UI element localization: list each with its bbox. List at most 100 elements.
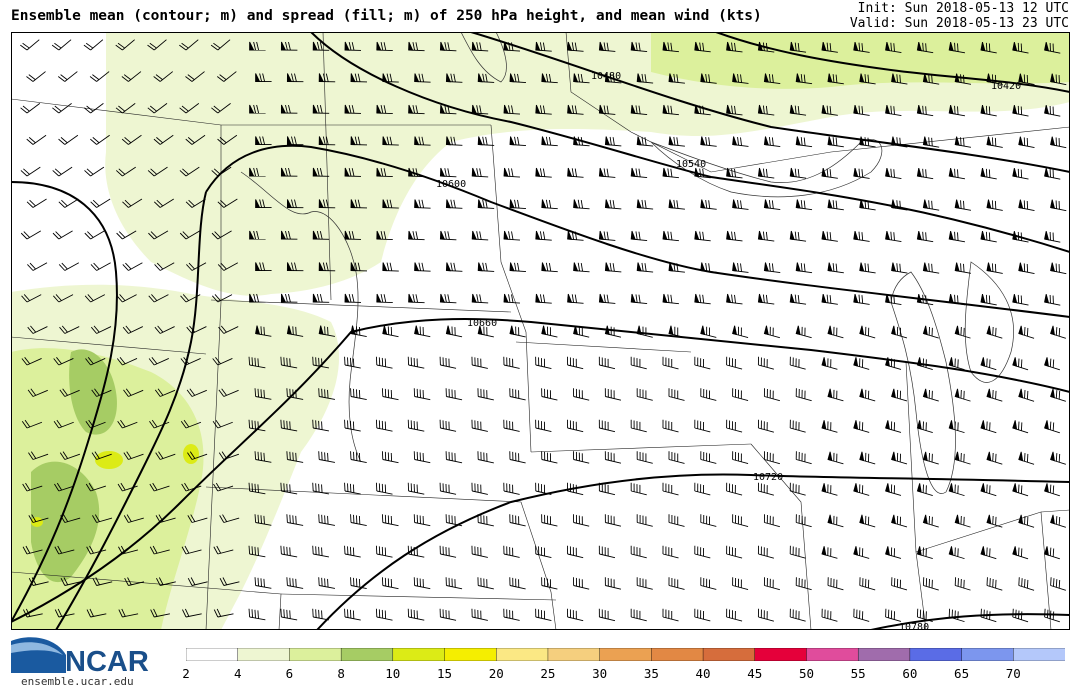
wind-barb <box>827 136 844 148</box>
wind-barb <box>789 41 807 53</box>
wind-barb <box>509 577 526 590</box>
wind-barb <box>630 230 648 242</box>
wind-barb <box>1050 262 1067 275</box>
wind-barb <box>286 73 304 83</box>
wind-barb <box>954 325 971 339</box>
wind-barb <box>757 167 775 179</box>
wind-barb <box>885 608 902 622</box>
wind-barb <box>381 388 399 401</box>
wind-barb <box>153 71 174 82</box>
wind-barb <box>1012 42 1029 54</box>
wind-barb <box>535 230 552 241</box>
wind-barb <box>948 608 965 623</box>
wind-barb <box>922 388 939 402</box>
wind-barb <box>445 577 463 590</box>
wind-barb <box>121 71 142 82</box>
wind-barb <box>821 608 838 622</box>
wind-barb <box>26 134 47 145</box>
wind-barb <box>121 134 142 145</box>
wind-barb <box>22 482 43 492</box>
colorbar-swatch-5 <box>444 648 497 661</box>
wind-barb <box>757 482 774 496</box>
colorbar-swatch-2 <box>289 648 342 661</box>
wind-barb <box>249 293 266 303</box>
spread-fill <box>11 32 1070 630</box>
wind-barb <box>503 293 520 304</box>
wind-barb <box>286 514 304 526</box>
wind-barb <box>407 608 425 621</box>
wind-barb <box>509 451 526 464</box>
wind-barb <box>509 514 526 527</box>
colorbar-label-35: 35 <box>643 666 659 681</box>
wind-barb <box>350 73 368 83</box>
wind-barb <box>218 388 239 397</box>
wind-barb <box>598 356 616 370</box>
wind-barb <box>149 545 170 555</box>
wind-barb <box>986 199 1003 211</box>
wind-barb <box>1012 357 1029 371</box>
wind-barb <box>52 166 73 177</box>
wind-barb <box>122 262 143 271</box>
wind-barb <box>350 388 367 400</box>
wind-barb <box>1044 105 1061 117</box>
colorbar-swatch-10 <box>702 648 756 661</box>
wind-barb <box>350 577 367 589</box>
border-ok-north <box>280 593 557 601</box>
wind-barb <box>59 388 80 397</box>
wind-barb <box>1018 199 1035 212</box>
wind-barb <box>668 577 685 590</box>
colorbar-swatch-8 <box>599 648 653 661</box>
wind-barb <box>954 262 972 274</box>
wind-barb <box>85 357 106 366</box>
wind-barb <box>954 136 972 148</box>
spread-fill-yellow-2 <box>183 444 199 464</box>
wind-barb <box>853 167 870 179</box>
wind-barb <box>382 136 399 146</box>
wind-barb <box>255 262 272 272</box>
wind-barb <box>1012 546 1029 560</box>
wind-barb <box>85 482 106 492</box>
colorbar-label-70: 70 <box>1005 666 1021 681</box>
wind-barb <box>859 514 876 528</box>
wind-barb <box>795 262 813 274</box>
wind-barb <box>254 388 272 400</box>
wind-barb <box>795 325 812 339</box>
wind-barb <box>382 73 399 83</box>
wind-barb <box>445 199 463 209</box>
wind-barb <box>213 608 234 618</box>
wind-barb <box>20 230 42 240</box>
wind-barb <box>700 199 717 210</box>
wind-barb <box>187 514 208 523</box>
wind-barb <box>604 451 622 464</box>
wind-barb <box>153 198 174 208</box>
wind-barb <box>916 104 934 117</box>
wind-barb <box>280 293 298 303</box>
wind-barb <box>636 262 654 273</box>
contour-10480 <box>470 32 1070 173</box>
wind-barb <box>916 420 933 433</box>
wind-barb <box>439 167 457 178</box>
colorbar-label-25: 25 <box>540 666 556 681</box>
wind-barb <box>827 199 844 211</box>
wind-barb <box>148 230 169 240</box>
colorbar-swatch-3 <box>340 648 394 661</box>
wind-barb <box>148 294 169 303</box>
wind-barb <box>471 41 489 52</box>
wind-barb <box>859 388 876 402</box>
wind-barb <box>1018 577 1035 591</box>
wind-barb <box>344 482 361 495</box>
colorbar <box>186 648 1065 661</box>
wind-barb <box>1012 105 1029 117</box>
wind-barb <box>948 357 965 371</box>
wind-barb <box>567 419 584 433</box>
wind-barb <box>58 198 79 208</box>
wind-barb <box>1044 168 1061 180</box>
lake-superior <box>650 139 883 198</box>
wind-barb <box>694 545 711 559</box>
wind-barb <box>827 514 844 528</box>
wind-barb <box>318 325 336 337</box>
wind-barb <box>312 41 330 51</box>
wind-barb <box>732 451 749 464</box>
wind-barb <box>477 451 494 464</box>
wind-barb <box>213 545 234 555</box>
